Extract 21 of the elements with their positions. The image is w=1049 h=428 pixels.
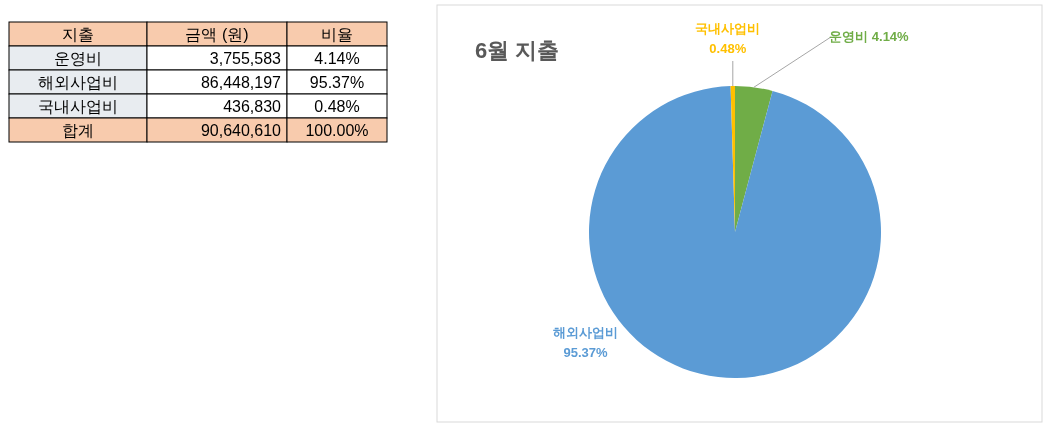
text: 운영비 [54,50,102,67]
text: 4.14% [314,50,360,67]
text: 3,755,583 [209,50,282,67]
text: 지출 [62,26,94,43]
text: 86,448,197 [200,74,282,91]
text: 해외사업비 [38,74,118,91]
text: 436,830 [223,98,282,115]
text: 국내사업비 [38,98,118,115]
text: 금액 (원) [185,26,249,43]
slice-label: 해외사업비 [553,324,618,340]
slice-label: 국내사업비 [695,21,761,36]
text: 90,640,610 [200,122,282,139]
data-label: 0.48% [709,41,747,56]
text: 비율 [321,26,353,43]
text: 0.48% [314,98,360,115]
data-label: 95.37% [563,344,608,360]
text: 95.37% [309,74,365,91]
text: 6월 지출 [475,38,560,63]
text: 100.00% [305,122,369,139]
text: 합계 [62,122,94,139]
slice-label: 운영비 4.14% [829,29,910,44]
